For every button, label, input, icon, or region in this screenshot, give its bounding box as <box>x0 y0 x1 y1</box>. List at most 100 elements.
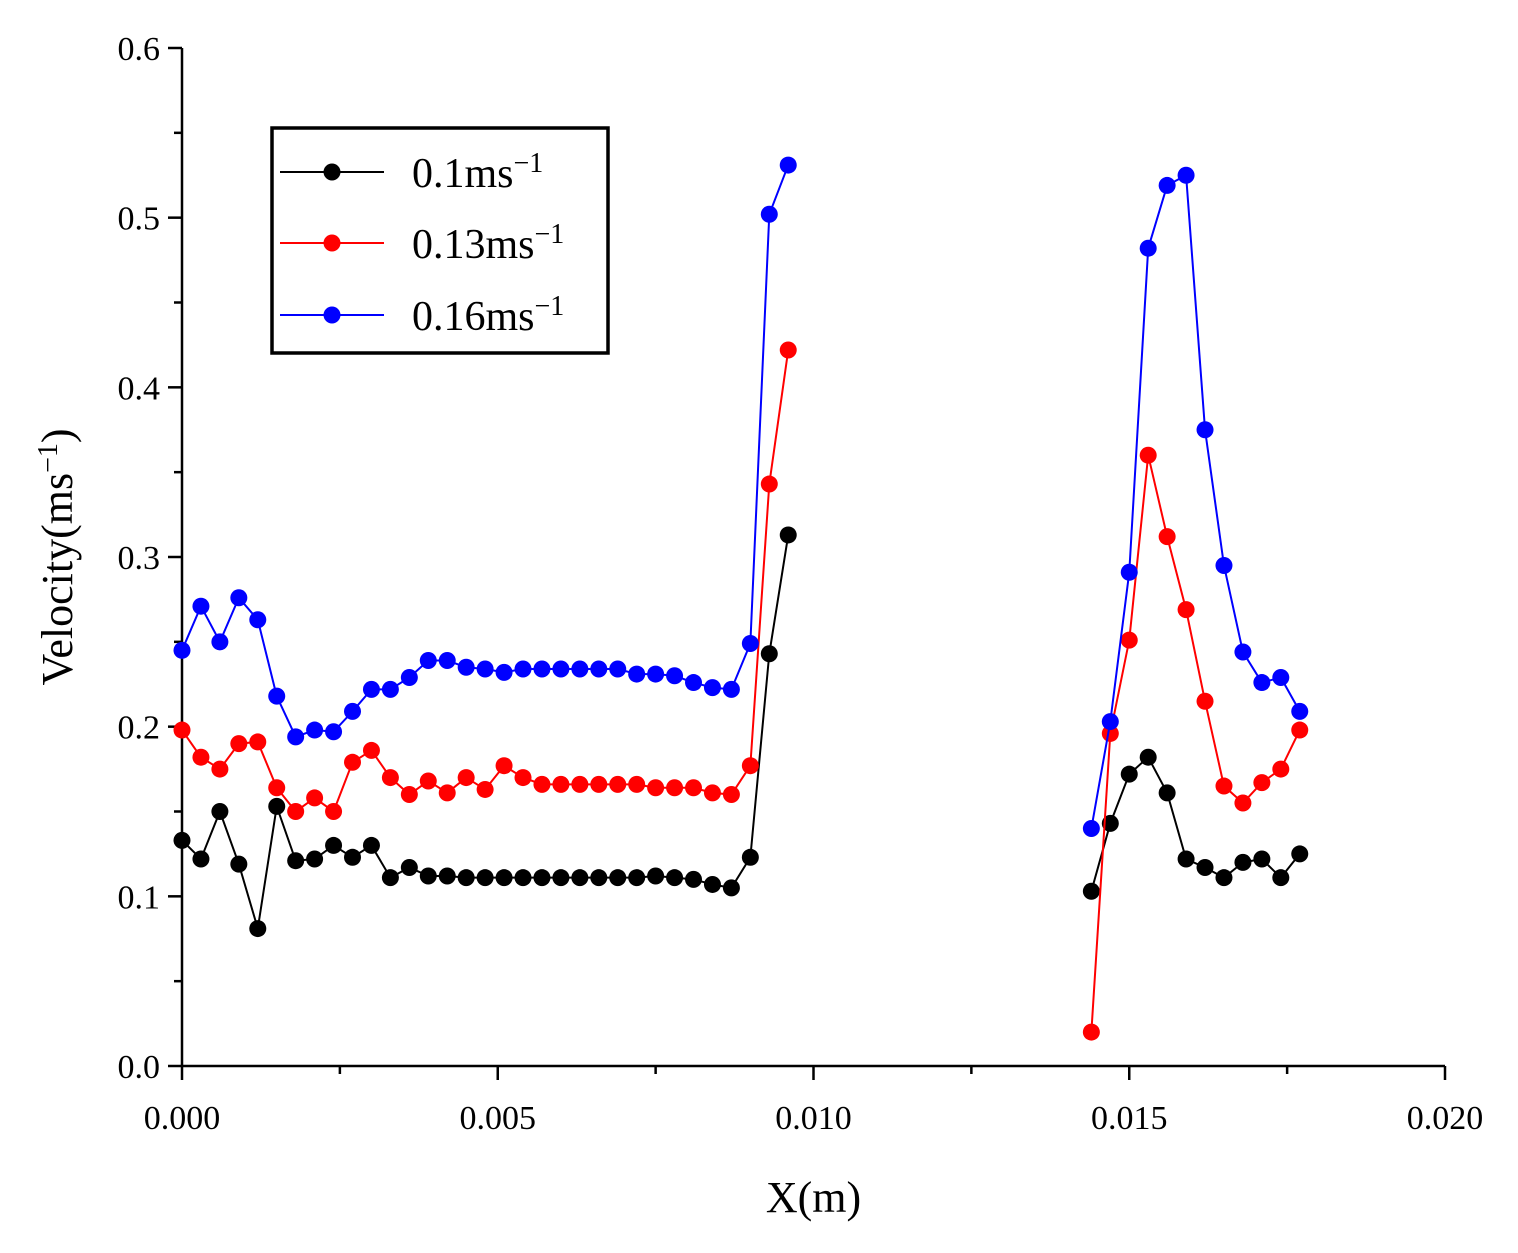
data-point <box>628 869 646 887</box>
y-tick-label: 0.1 <box>118 879 161 916</box>
data-point <box>249 611 267 629</box>
data-point <box>344 702 362 720</box>
legend-label-base: 0.16ms <box>412 294 535 340</box>
legend-entry: 0.16ms−1 <box>280 291 564 340</box>
x-tick-label: 0.005 <box>460 1100 537 1137</box>
data-point <box>609 660 627 678</box>
data-point <box>514 769 532 787</box>
series-layer <box>173 156 1309 1041</box>
legend-label: 0.1ms−1 <box>412 148 543 198</box>
legend-label: 0.13ms−1 <box>412 219 564 269</box>
data-point <box>268 779 286 797</box>
data-point <box>306 789 324 807</box>
data-point <box>1291 845 1309 863</box>
data-point <box>666 869 684 887</box>
data-point <box>306 721 324 739</box>
data-point <box>1139 239 1157 257</box>
data-point <box>438 651 456 669</box>
data-point <box>703 875 721 893</box>
data-point <box>1120 631 1138 649</box>
data-point <box>533 869 551 887</box>
x-axis-title: X(m) <box>766 1173 861 1222</box>
data-point <box>1253 674 1271 692</box>
legend-marker <box>323 163 341 181</box>
data-point <box>400 858 418 876</box>
data-point <box>1196 692 1214 710</box>
x-tick-label: 0.010 <box>775 1100 852 1137</box>
data-point <box>647 665 665 683</box>
data-point <box>268 797 286 815</box>
y-axis-title-base: Velocity(ms <box>33 473 82 686</box>
data-point <box>1177 601 1195 619</box>
data-point <box>1139 446 1157 464</box>
data-point <box>514 660 532 678</box>
data-point <box>779 341 797 359</box>
series-line <box>1090 454 1301 1033</box>
series-0 <box>173 526 1309 938</box>
data-point <box>779 526 797 544</box>
data-point <box>685 674 703 692</box>
data-point <box>1234 794 1252 812</box>
data-point <box>400 786 418 804</box>
data-point <box>703 784 721 802</box>
data-point <box>1101 724 1119 742</box>
data-point <box>1120 765 1138 783</box>
data-point <box>514 869 532 887</box>
data-point <box>287 728 305 746</box>
data-point <box>325 803 343 820</box>
y-tick-label: 0.6 <box>118 31 161 68</box>
data-point <box>476 780 494 798</box>
data-point <box>628 775 646 793</box>
data-point <box>1082 882 1100 900</box>
series-2 <box>173 156 1309 837</box>
data-point <box>1101 814 1119 832</box>
data-point <box>173 831 191 849</box>
data-point <box>438 867 456 885</box>
data-point <box>1234 853 1252 871</box>
data-point <box>1139 748 1157 766</box>
data-point <box>741 635 759 653</box>
data-point <box>779 156 797 174</box>
data-point <box>628 665 646 683</box>
data-point <box>703 679 721 697</box>
data-point <box>552 660 570 678</box>
data-point <box>381 869 399 887</box>
legend-label-sup: −1 <box>535 219 565 250</box>
data-point <box>1215 777 1233 795</box>
data-point <box>495 757 513 775</box>
data-point <box>495 869 513 887</box>
data-point <box>647 867 665 885</box>
y-tick-label: 0.0 <box>118 1049 161 1086</box>
data-point <box>1234 643 1252 661</box>
data-point <box>249 733 267 751</box>
data-point <box>1177 166 1195 184</box>
data-point <box>741 757 759 775</box>
data-point <box>1082 1023 1100 1041</box>
data-point <box>419 772 437 790</box>
data-point <box>173 641 191 659</box>
data-point <box>495 663 513 681</box>
data-point <box>419 867 437 885</box>
data-point <box>1291 702 1309 720</box>
y-ticks: 0.0 0.1 0.2 0.3 0.4 0.5 0.6 <box>118 31 182 1086</box>
y-tick-label: 0.5 <box>118 201 161 238</box>
data-point <box>192 850 210 868</box>
legend-marker <box>323 306 341 324</box>
data-point <box>457 658 475 676</box>
data-point <box>571 869 589 887</box>
data-point <box>400 668 418 686</box>
data-point <box>287 852 305 870</box>
y-axis-title-sup: −1 <box>33 443 64 473</box>
axes: 0.000 0.005 0.010 0.015 0.020 0.00.10.20.30.… <box>118 31 1484 1137</box>
x-tick-label: 0.015 <box>1091 1100 1168 1137</box>
data-point <box>1158 176 1176 194</box>
data-point <box>741 848 759 866</box>
data-point <box>306 850 324 868</box>
data-point <box>438 784 456 802</box>
data-point <box>760 645 778 663</box>
legend-label-sup: −1 <box>514 148 544 179</box>
data-point <box>1272 760 1290 778</box>
data-point <box>1177 850 1195 868</box>
data-point <box>457 869 475 887</box>
data-point <box>647 779 665 797</box>
